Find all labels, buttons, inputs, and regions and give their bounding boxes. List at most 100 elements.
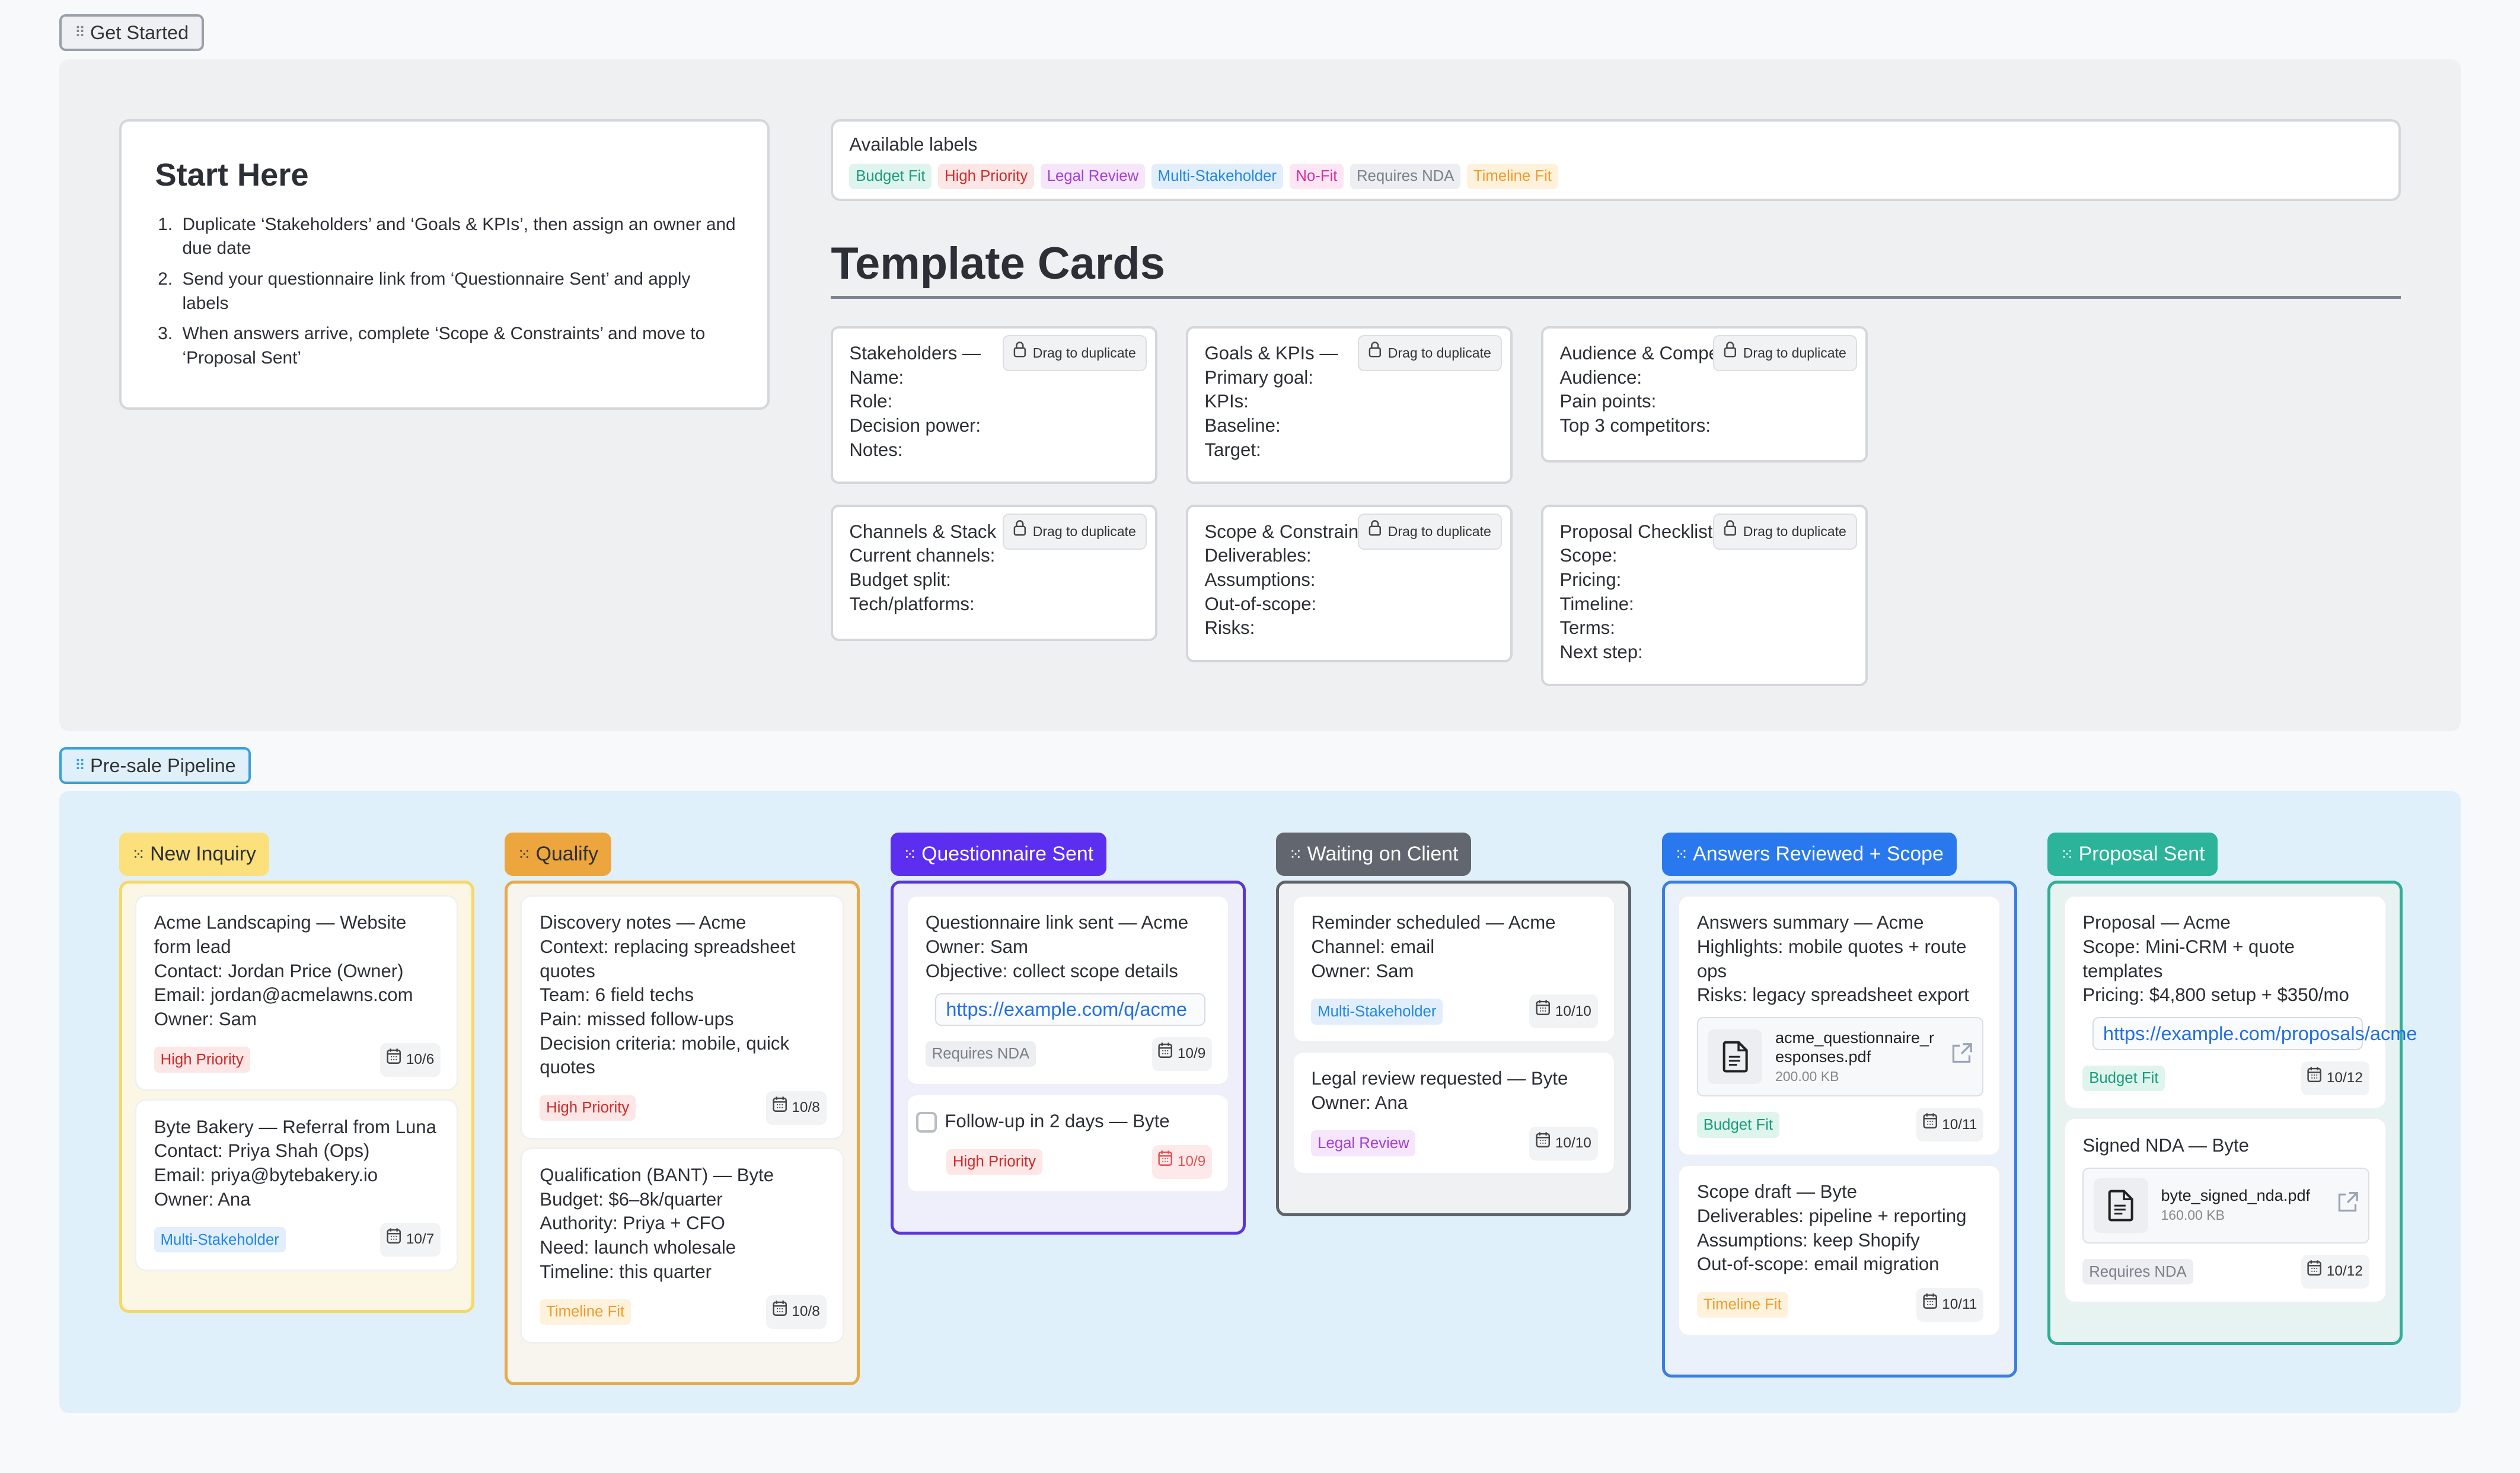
column-header[interactable]: ⁙ Answers Reviewed + Scope <box>1661 833 1957 876</box>
pipeline-card[interactable]: Discovery notes — Acme Context: replacing… <box>522 897 843 1138</box>
label-chip[interactable]: No-Fit <box>1289 163 1344 190</box>
column-header[interactable]: ⁙ Questionnaire Sent <box>890 833 1106 876</box>
calendar-icon <box>1158 1042 1173 1066</box>
due-date[interactable]: 10/11 <box>1916 1287 1984 1322</box>
template-field: Baseline: <box>1204 415 1281 436</box>
pipeline-card[interactable]: Byte Bakery — Referral from Luna Contact:… <box>136 1101 457 1270</box>
due-date[interactable]: 10/12 <box>2301 1255 2369 1289</box>
template-card[interactable]: Proposal Checklist Scope: Pricing: Timeline… <box>1541 505 1868 687</box>
column-header[interactable]: ⁙ Waiting on Client <box>1276 833 1472 876</box>
card-text: Risks: legacy spreadsheet export <box>1696 984 1969 1006</box>
label-chip[interactable]: Budget Fit <box>849 163 932 190</box>
file-info: acme_questionnaire_responses.pdf 200.00 K… <box>1775 1028 1937 1086</box>
card-label[interactable]: High Priority <box>540 1095 636 1121</box>
open-external-icon[interactable] <box>1950 1042 1973 1072</box>
drag-to-duplicate-button[interactable]: Drag to duplicate <box>1003 513 1147 550</box>
pipeline-card[interactable]: Scope draft — Byte Deliverables: pipeline… <box>1679 1165 2000 1335</box>
due-date[interactable]: 10/10 <box>1529 1126 1598 1160</box>
label-chip[interactable]: Legal Review <box>1040 163 1146 190</box>
card-footer: Budget Fit 10/11 <box>1696 1108 1984 1142</box>
start-here-card[interactable]: Start Here Duplicate ‘Stakeholders’ and … <box>119 119 770 410</box>
due-date[interactable]: 10/12 <box>2301 1061 2369 1095</box>
drag-handle-icon: ⠿ <box>74 25 85 42</box>
pipeline-card[interactable]: Legal review requested — Byte Owner: Ana L… <box>1293 1052 1614 1174</box>
column-header[interactable]: ⁙ New Inquiry <box>119 833 269 876</box>
card-label[interactable]: Multi-Stakeholder <box>1311 999 1443 1025</box>
pipeline-card[interactable]: Questionnaire link sent — Acme Owner: Sam… <box>908 897 1229 1084</box>
due-date[interactable]: 10/10 <box>1529 994 1598 1029</box>
card-footer: Timeline Fit 10/8 <box>540 1295 827 1329</box>
due-date[interactable]: 10/9 <box>1151 1144 1213 1179</box>
due-date[interactable]: 10/11 <box>1916 1108 1984 1142</box>
card-label[interactable]: Multi-Stakeholder <box>154 1227 286 1253</box>
drag-handle-icon: ⁙ <box>132 844 145 863</box>
label-chip[interactable]: Requires NDA <box>1350 163 1461 190</box>
drag-to-duplicate-button[interactable]: Drag to duplicate <box>1358 335 1503 371</box>
pipeline-card[interactable]: Reminder scheduled — Acme Channel: email O… <box>1293 897 1614 1042</box>
task-checkbox[interactable] <box>916 1112 937 1133</box>
label-chip[interactable]: Timeline Fit <box>1467 163 1558 190</box>
card-line: Risks: legacy spreadsheet export <box>1697 983 1983 1007</box>
column-header[interactable]: ⁙ Proposal Sent <box>2047 833 2218 876</box>
label-chip[interactable]: Multi-Stakeholder <box>1151 163 1283 190</box>
label-chip[interactable]: High Priority <box>938 163 1035 190</box>
template-field: Current channels: <box>849 545 996 566</box>
template-card-title: Channels & Stack <box>849 521 997 542</box>
due-date-text: 10/8 <box>792 1099 820 1116</box>
due-date[interactable]: 10/8 <box>766 1295 827 1329</box>
card-label[interactable]: Requires NDA <box>2082 1259 2193 1285</box>
pipeline-card[interactable]: Proposal — Acme Scope: Mini-CRM + quote t… <box>2065 897 2417 1108</box>
card-line: Budget: $6–8k/quarter <box>540 1188 826 1212</box>
card-label[interactable]: Legal Review <box>1311 1130 1416 1156</box>
file-size: 200.00 KB <box>1775 1068 1839 1084</box>
template-field: Audience: <box>1559 366 1642 388</box>
template-field: Top 3 competitors: <box>1559 415 1711 436</box>
card-link[interactable]: https://example.com/proposals/acme <box>2092 1017 2417 1050</box>
pipeline-card[interactable]: Qualification (BANT) — Byte Budget: $6–8k… <box>522 1149 843 1342</box>
due-date[interactable]: 10/8 <box>766 1091 827 1125</box>
file-attachment[interactable]: acme_questionnaire_responses.pdf 200.00 K… <box>1696 1017 1984 1097</box>
card-footer: Legal Review 10/10 <box>1311 1126 1598 1160</box>
due-date-text: 10/11 <box>1942 1296 1977 1313</box>
due-date-text: 10/10 <box>1555 1134 1591 1151</box>
template-field: Primary goal: <box>1204 366 1313 388</box>
pipeline-card[interactable]: Answers summary — Acme Highlights: mobile… <box>1679 897 2000 1155</box>
column-header[interactable]: ⁙ Qualify <box>505 833 611 876</box>
drag-to-duplicate-button[interactable]: Drag to duplicate <box>1713 335 1858 371</box>
card-label[interactable]: Budget Fit <box>1696 1112 1779 1138</box>
card-label[interactable]: Requires NDA <box>925 1041 1036 1067</box>
template-card[interactable]: Stakeholders — Name: Role: Decision power: N… <box>831 326 1157 484</box>
calendar-icon <box>1158 1150 1173 1174</box>
drag-to-duplicate-button[interactable]: Drag to duplicate <box>1003 335 1147 371</box>
card-label[interactable]: Budget Fit <box>2082 1065 2165 1091</box>
card-text: Team: 6 field techs <box>540 984 694 1006</box>
card-text: Owner: Ana <box>1311 1092 1408 1114</box>
frame-tag-get-started[interactable]: ⠿ Get Started <box>59 14 204 51</box>
pipeline-card[interactable]: Signed NDA — Byte byte_signed_nda.pdf 160.… <box>2065 1119 2385 1302</box>
pipeline-card[interactable]: Acme Landscaping — Website form lead Cont… <box>136 897 457 1090</box>
due-date[interactable]: 10/7 <box>380 1223 441 1257</box>
template-field: Risks: <box>1204 617 1255 639</box>
pipeline-card[interactable]: Follow-up in 2 days — Byte High Priority 1… <box>908 1095 1229 1192</box>
card-link[interactable]: https://example.com/q/acme <box>935 993 1206 1026</box>
due-date[interactable]: 10/6 <box>380 1042 441 1077</box>
card-label[interactable]: High Priority <box>154 1047 250 1073</box>
drag-to-duplicate-button[interactable]: Drag to duplicate <box>1713 513 1858 550</box>
card-text: Timeline: this quarter <box>540 1261 712 1282</box>
template-card[interactable]: Channels & Stack Current channels: Budget … <box>831 505 1157 642</box>
frame-tag-pipeline[interactable]: ⠿ Pre-sale Pipeline <box>59 747 251 784</box>
file-attachment[interactable]: byte_signed_nda.pdf 160.00 KB <box>2082 1167 2369 1244</box>
card-label[interactable]: Timeline Fit <box>540 1299 631 1325</box>
card-text: Contact: Priya Shah (Ops) <box>154 1140 370 1162</box>
template-card[interactable]: Scope & Constraints Deliverables: Assumpti… <box>1186 505 1513 662</box>
card-text: Decision criteria: mobile, quick quotes <box>540 1032 790 1078</box>
template-card[interactable]: Goals & KPIs — Primary goal: KPIs: Baseline… <box>1186 326 1513 484</box>
template-card[interactable]: Audience & CompetitorsAudience: Pain poin… <box>1541 326 1868 463</box>
open-external-icon[interactable] <box>2336 1191 2359 1220</box>
card-text: Need: launch wholesale <box>540 1236 736 1258</box>
card-label[interactable]: High Priority <box>946 1149 1042 1175</box>
step-item: Send your questionnaire link from ‘Quest… <box>177 267 738 315</box>
due-date[interactable]: 10/9 <box>1151 1037 1213 1072</box>
drag-to-duplicate-button[interactable]: Drag to duplicate <box>1358 513 1503 550</box>
card-label[interactable]: Timeline Fit <box>1696 1292 1788 1318</box>
